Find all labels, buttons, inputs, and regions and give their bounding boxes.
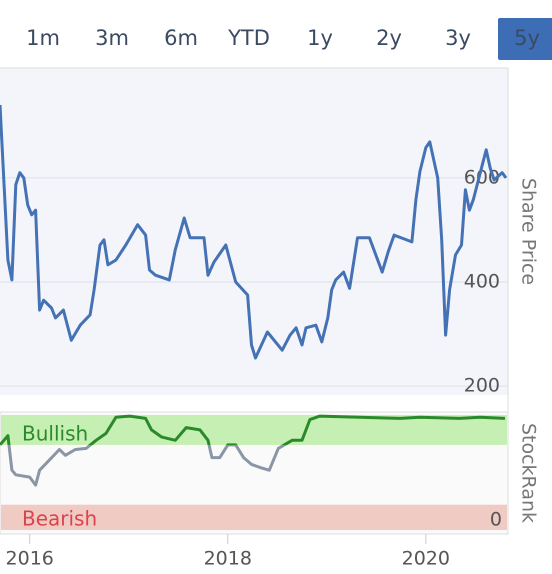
range-button[interactable]: 2y [376, 26, 402, 50]
rank-line [0, 414, 506, 487]
y-axis-title: StockRank [518, 423, 540, 523]
band-label: Bullish [22, 422, 88, 446]
range-button[interactable]: 1m [26, 26, 60, 50]
range-button[interactable]: 5y [498, 18, 552, 60]
price-plot-area [0, 68, 508, 395]
range-button[interactable]: 6m [164, 26, 198, 50]
y-tick-label: 0 [490, 509, 502, 531]
range-button[interactable]: YTD [227, 26, 270, 50]
range-button-label[interactable]: YTD [227, 26, 270, 50]
price-line [0, 104, 508, 360]
range-button-label[interactable]: 1m [26, 26, 60, 50]
range-button-label[interactable]: 3y [445, 26, 471, 50]
range-button-bg [498, 18, 552, 60]
range-button[interactable]: 3y [445, 26, 471, 50]
range-button-label[interactable]: 1y [307, 26, 333, 50]
rank-band [1, 415, 507, 445]
y-axis-title: Share Price [518, 178, 540, 285]
rank-band [1, 504, 507, 530]
x-tick-label: 2016 [6, 548, 54, 570]
x-tick-label: 2020 [402, 548, 450, 570]
x-tick-label: 2018 [204, 548, 252, 570]
band-label: Bearish [22, 507, 97, 531]
y-tick-label: 200 [464, 375, 500, 397]
range-button-label[interactable]: 3m [95, 26, 129, 50]
range-button-label[interactable]: 5y [514, 26, 540, 50]
range-button[interactable]: 1y [307, 26, 333, 50]
range-button[interactable]: 3m [95, 26, 129, 50]
range-button-label[interactable]: 2y [376, 26, 402, 50]
range-button-label[interactable]: 6m [164, 26, 198, 50]
y-tick-label: 400 [464, 271, 500, 293]
